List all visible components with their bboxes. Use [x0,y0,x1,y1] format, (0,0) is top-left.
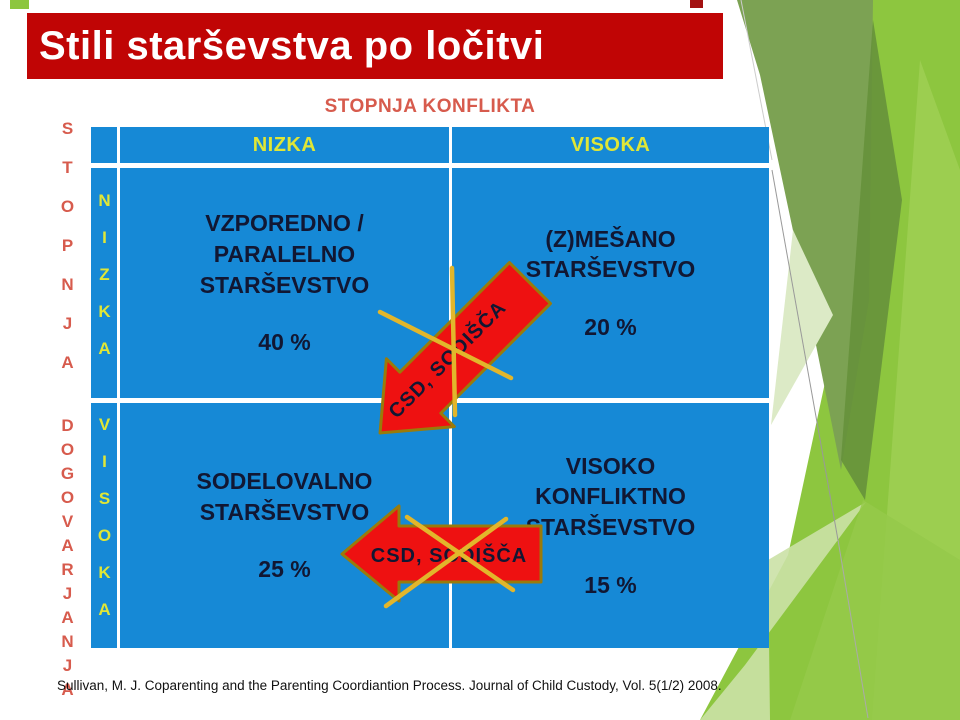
matrix-corner-cell [91,127,117,163]
thin-diagonal-line-2 [837,539,869,719]
row-header-visoka: VISOKA [91,403,117,648]
cell-title: VZPOREDNO / PARALELNO STARŠEVSTVO [199,210,370,298]
dark-green-wedge [841,20,902,500]
row-axis-title: STOPNJA DOGOVARJANJA [54,119,80,704]
column-axis-title: STOPNJA KONFLIKTA [324,96,536,117]
cell-percentage: 25 % [258,556,311,583]
thin-diagonal-line [771,169,839,541]
sage-wedge [737,0,873,470]
column-header-nizka: NIZKA [120,127,449,163]
cell-sodelovalno-starsevstvo: SODELOVALNO STARŠEVSTVO 25 % [120,403,449,648]
cell-percentage: 40 % [258,329,311,356]
cell-vzporedno-starsevstvo: VZPOREDNO / PARALELNO STARŠEVSTVO 40 % [120,168,449,398]
row-header-nizka-label: NIZKA [95,190,114,376]
top-left-green-square [10,0,29,9]
pale-green-triangle-lower [700,502,866,720]
row-axis-word-1: STOPNJA [58,119,77,392]
top-dark-red-tab [690,0,703,8]
row-axis-word-2: DOGOVARJANJA [58,416,77,704]
green-bottom-overlay [790,500,960,720]
citation: Sullivan, M. J. Coparenting and the Pare… [57,678,722,693]
cell-title: VISOKO KONFLIKTNO STARŠEVSTVO [525,452,696,540]
row-header-nizka: NIZKA [91,168,117,398]
column-header-visoka: VISOKA [452,127,769,163]
cell-visoko-konfliktno-starsevstvo: VISOKO KONFLIKTNO STARŠEVSTVO 15 % [452,403,769,648]
row-header-visoka-label: VISOKA [95,414,114,637]
title-banner: Stili starševstva po ločitvi [27,13,723,79]
cell-title: SODELOVALNO STARŠEVSTVO [196,468,373,525]
pale-green-triangle-upper [771,230,833,425]
slide-title: Stili starševstva po ločitvi [39,23,545,68]
cell-title: (Z)MEŠANO STARŠEVSTVO [525,225,696,283]
right-green-decor [700,0,960,720]
cell-percentage: 15 % [584,571,637,598]
cell-zmesano-starsevstvo: (Z)MEŠANO STARŠEVSTVO 20 % [452,168,769,398]
matrix-table: NIZKA VISOKA NIZKA VZPOREDNO / PARALELNO… [91,127,769,648]
cell-percentage: 20 % [584,313,637,340]
